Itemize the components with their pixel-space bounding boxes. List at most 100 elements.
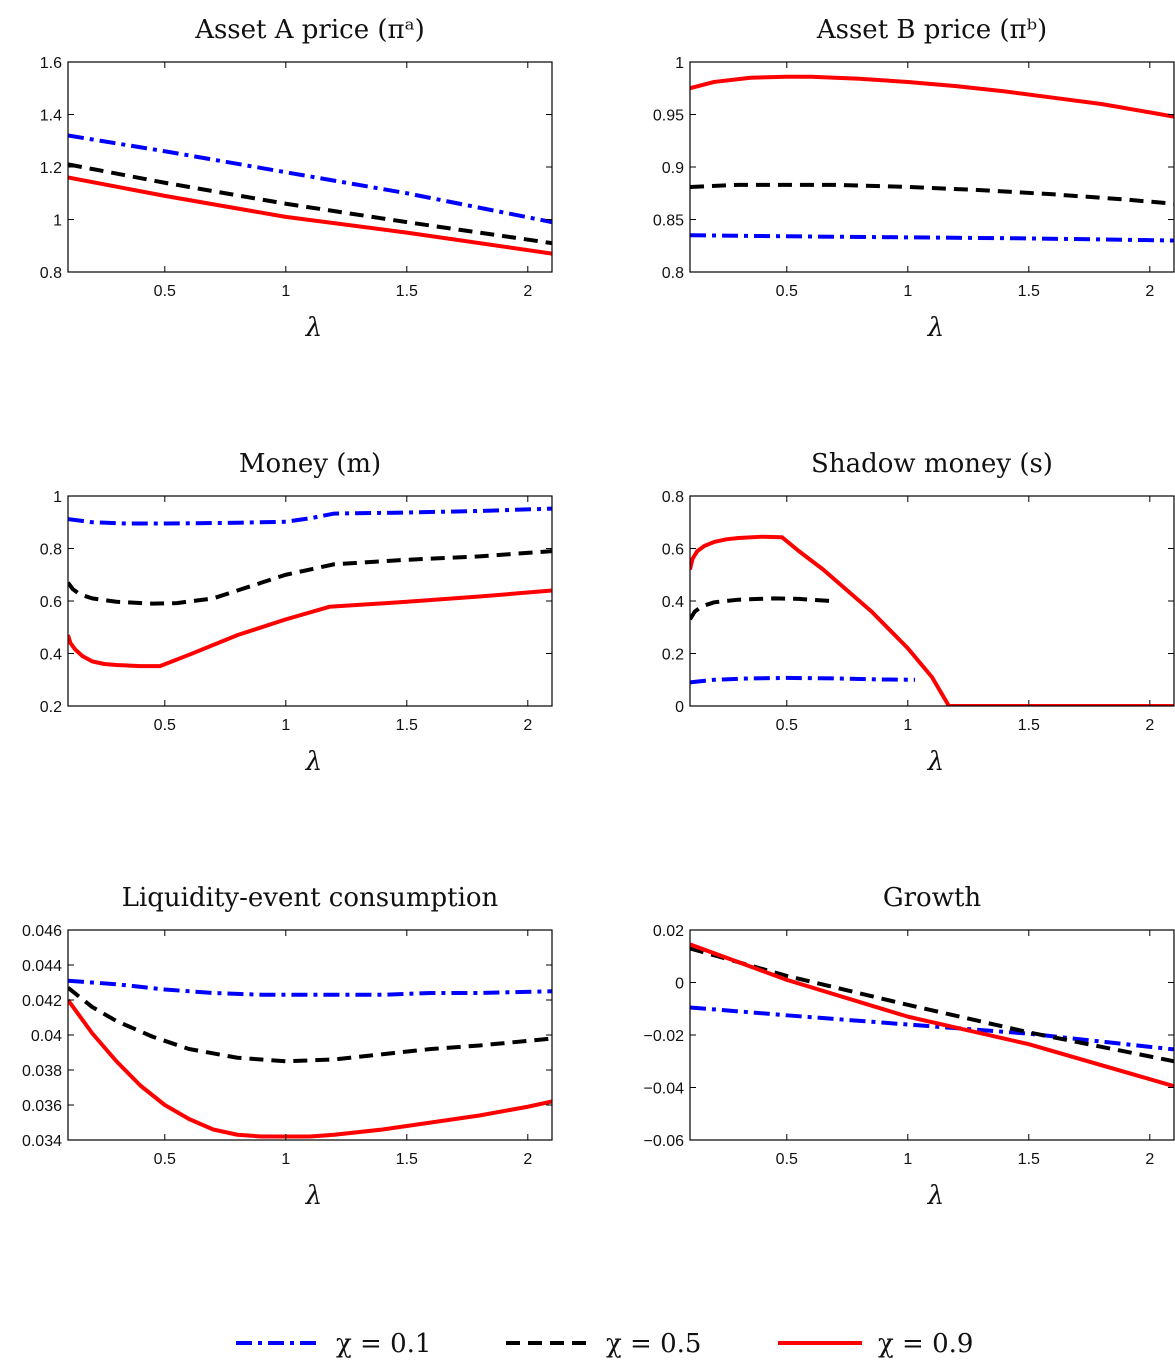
- x-tick-label: 0.5: [154, 1151, 176, 1168]
- x-tick-label: 0.5: [154, 717, 176, 734]
- chart-panel-1: Asset A price (πᵃ) 0.5 1 1.5 2 0.8 1 1.2 1.4 1.6 λ: [40, 15, 553, 343]
- series-line-chi-0-5: [690, 946, 1174, 1064]
- x-tick-label: 1: [281, 717, 290, 734]
- y-tick-label: 0.02: [653, 923, 684, 940]
- y-tick-label: 0.2: [40, 699, 62, 716]
- y-tick-label: 0.8: [40, 265, 62, 282]
- y-tick-label: 0.6: [40, 594, 62, 611]
- y-tick-label: 1.2: [40, 160, 62, 177]
- x-tick-label: 1: [281, 1151, 290, 1168]
- chart-panel-3: Money (m)0.5 1 1.5 20.20.40.60.81λ: [40, 449, 553, 777]
- y-tick-label: 0.4: [40, 647, 62, 664]
- x-tick-label: 1.5: [396, 717, 418, 734]
- chart-title: Growth: [883, 883, 982, 913]
- x-tick-label: 1: [281, 283, 290, 300]
- y-tick-label: 0.044: [22, 958, 62, 975]
- y-tick-label: 0.4: [662, 594, 684, 611]
- x-tick-label: 1.5: [1018, 283, 1040, 300]
- legend: χ = 0.1 χ = 0.5 χ = 0.9: [236, 1329, 973, 1359]
- x-tick-label: 0.5: [776, 717, 798, 734]
- y-tick-label: −0.04: [644, 1081, 685, 1098]
- y-tick-label: 0.9: [662, 160, 684, 177]
- axes-box: [67, 929, 553, 1141]
- x-axis-label: λ: [927, 747, 944, 777]
- y-tick-label: 0.046: [22, 923, 62, 940]
- series-line-chi-0-1: [68, 506, 552, 526]
- x-tick-label: 2: [1145, 717, 1154, 734]
- y-tick-label: 1.6: [40, 55, 62, 72]
- y-tick-label: 0.8: [662, 489, 684, 506]
- series-line-chi-0-1: [690, 1005, 1174, 1052]
- x-tick-label: 1: [903, 1151, 912, 1168]
- axes-box: [689, 61, 1175, 273]
- x-tick-label: 2: [1145, 1151, 1154, 1168]
- chart-title: Shadow money (s): [811, 449, 1053, 479]
- series-line-chi-0-9: [68, 998, 552, 1139]
- y-tick-label: 0.6: [662, 542, 684, 559]
- chart-panel-4: Shadow money (s) 0.5 1 1.5 2 0 0.2 0.4 0.6 0.8 λ: [662, 449, 1175, 777]
- x-axis-label: λ: [927, 313, 944, 343]
- y-tick-label: −0.06: [644, 1133, 685, 1150]
- y-tick-label: 0.8: [662, 265, 684, 282]
- series-line-chi-0-5: [68, 549, 552, 606]
- series-line-chi-0-1: [68, 133, 552, 225]
- series-line-chi-0-9: [690, 74, 1174, 119]
- x-tick-label: 0.5: [776, 1151, 798, 1168]
- legend-label-1: χ = 0.1: [336, 1329, 431, 1359]
- y-tick-label: 0.2: [662, 647, 684, 664]
- chart-title: Asset B price (πᵇ): [816, 15, 1047, 45]
- series-line-chi-0-5: [68, 986, 552, 1064]
- y-tick-label: 0: [675, 976, 684, 993]
- y-tick-label: 0.95: [653, 108, 684, 125]
- y-tick-label: 0.042: [22, 993, 62, 1010]
- x-tick-label: 1: [903, 717, 912, 734]
- x-tick-label: 1: [903, 283, 912, 300]
- chart-title: Liquidity-event consumption: [122, 883, 499, 913]
- y-tick-label: 0.038: [22, 1063, 62, 1080]
- series-line-chi-0-5: [690, 182, 1174, 206]
- x-tick-label: 1.5: [396, 1151, 418, 1168]
- chart-panel-2: Asset B price (πᵇ) 0.5 1 1.5 2 0.8 0.85 0.9 0.95…: [653, 15, 1175, 343]
- x-tick-label: 2: [523, 717, 532, 734]
- x-tick-label: 2: [523, 1151, 532, 1168]
- x-tick-label: 2: [1145, 283, 1154, 300]
- y-tick-label: 0.04: [31, 1028, 62, 1045]
- y-tick-label: 1: [53, 213, 62, 230]
- x-axis-label: λ: [305, 313, 322, 343]
- axes-box: [67, 495, 553, 707]
- x-axis-label: λ: [305, 1181, 322, 1211]
- axes-box: [689, 929, 1175, 1141]
- series-line-chi-0-9: [68, 588, 552, 669]
- series-line-chi-0-9: [690, 942, 1174, 1089]
- series-line-chi-0-9: [68, 175, 552, 256]
- x-tick-label: 0.5: [776, 283, 798, 300]
- series-line-chi-0-5: [68, 162, 552, 246]
- legend-label-3: χ = 0.9: [878, 1329, 973, 1359]
- x-tick-label: 1.5: [1018, 717, 1040, 734]
- series-line-chi-0-1: [690, 675, 916, 685]
- y-tick-label: 1.4: [40, 108, 62, 125]
- x-axis-label: λ: [305, 747, 322, 777]
- chart-panel-6: Growth 0.5 1 1.5 2 −0.06 −0.04 −0.02 0 0.02 λ: [644, 883, 1175, 1211]
- series-line-chi-0-9: [690, 534, 1174, 706]
- y-tick-label: 0.85: [653, 213, 684, 230]
- series-line-chi-0-1: [68, 978, 552, 997]
- y-tick-label: 1: [675, 55, 684, 72]
- x-tick-label: 0.5: [154, 283, 176, 300]
- x-axis-label: λ: [927, 1181, 944, 1211]
- y-tick-label: −0.02: [644, 1028, 685, 1045]
- axes-box: [67, 61, 553, 273]
- x-tick-label: 1.5: [1018, 1151, 1040, 1168]
- chart-panel-5: Liquidity-event consumption 0.5 1 1.5 2 0.034…: [22, 883, 553, 1211]
- chart-title: Money (m): [239, 449, 381, 479]
- chart-title: Asset A price (πᵃ): [194, 15, 425, 45]
- y-tick-label: 0: [675, 699, 684, 716]
- y-tick-label: 1: [53, 489, 62, 506]
- y-tick-label: 0.034: [22, 1133, 62, 1150]
- x-tick-label: 2: [523, 283, 532, 300]
- series-line-chi-0-1: [690, 233, 1174, 243]
- legend-label-2: χ = 0.5: [606, 1329, 701, 1359]
- series-line-chi-0-5: [690, 596, 831, 621]
- x-tick-label: 1.5: [396, 283, 418, 300]
